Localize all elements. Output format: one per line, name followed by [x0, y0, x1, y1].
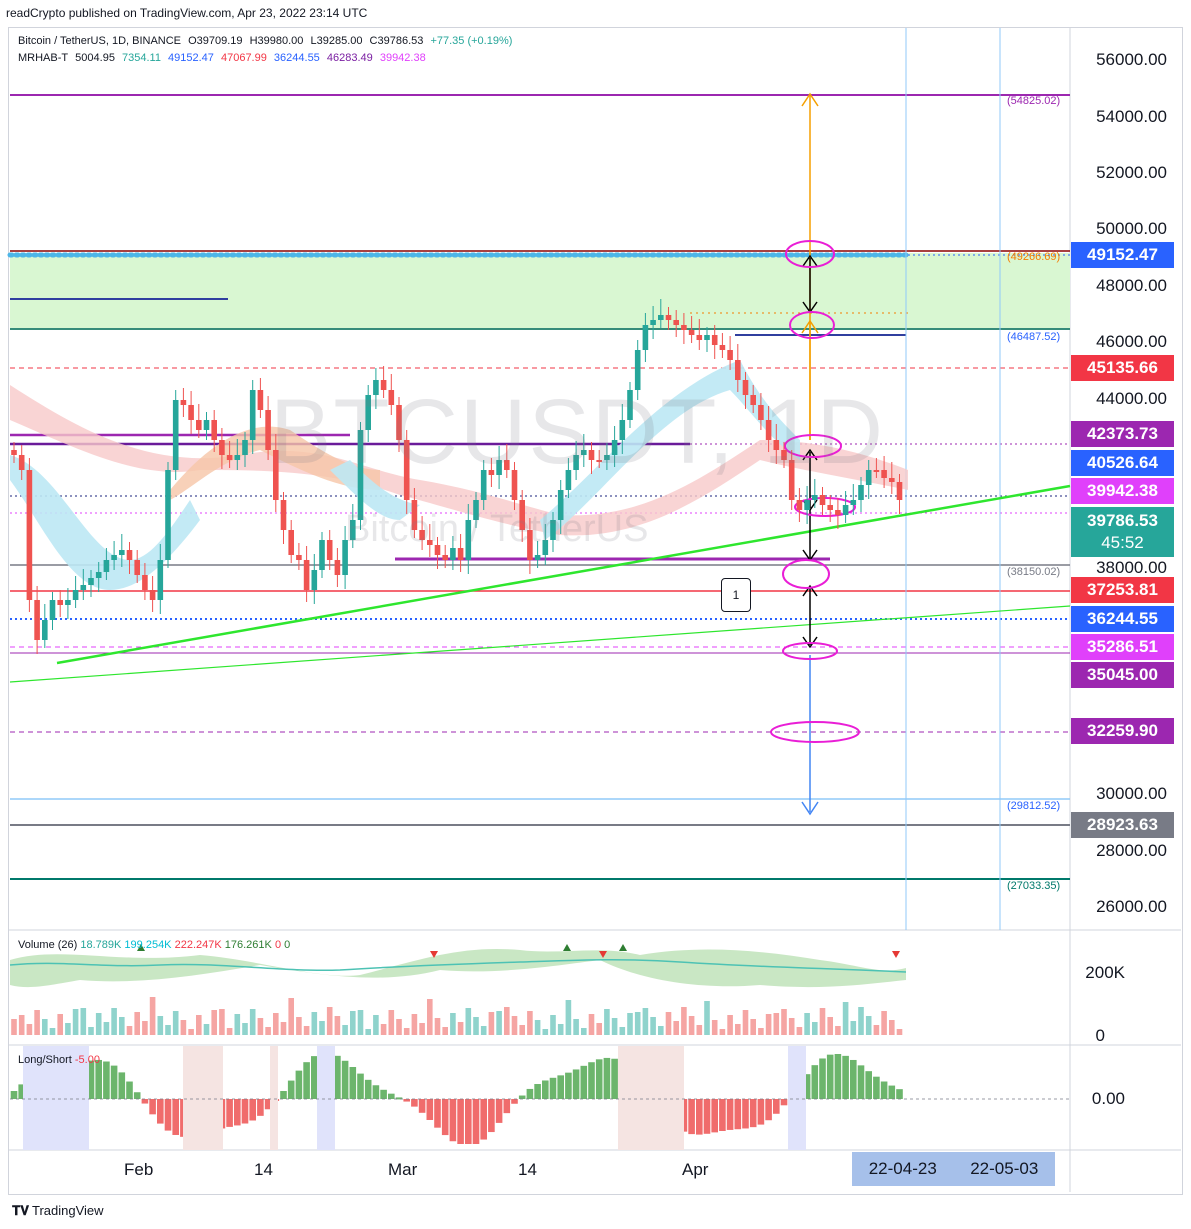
- level-label: (27033.35): [1007, 880, 1061, 892]
- ohlc-low: L39285.00: [310, 35, 363, 47]
- brand-name: TradingView: [32, 1203, 104, 1218]
- support-zone: [10, 253, 1070, 330]
- price-tag: 49152.47: [1071, 242, 1174, 268]
- volume-name[interactable]: Volume (26): [18, 939, 78, 951]
- watermark-ticker: BTCUSDT, 1D: [270, 381, 885, 483]
- indicator-value: 7354.11: [122, 52, 161, 64]
- price-tag: 39942.38: [1071, 478, 1174, 504]
- tradingview-logo-icon: 𝐓𝐕: [12, 1203, 29, 1218]
- volume-axis-label: 0: [1095, 1026, 1105, 1045]
- time-axis-label: 14: [518, 1160, 537, 1179]
- level-label: (38150.02): [1007, 566, 1061, 578]
- price-axis-label: 26000.00: [1096, 897, 1167, 916]
- level-label: (29812.52): [1007, 800, 1061, 812]
- price-tag: 37253.81: [1071, 577, 1174, 603]
- time-axis-label: Apr: [682, 1160, 709, 1179]
- price-tag: 45135.66: [1071, 355, 1174, 381]
- indicator-value: 36244.55: [273, 52, 320, 64]
- ohlc-high: H39980.00: [249, 35, 304, 47]
- volume-value: 222.247K: [174, 939, 222, 951]
- annotation-callout[interactable]: 1: [721, 578, 751, 612]
- indicator-value: 46283.49: [326, 52, 373, 64]
- price-tag: 32259.90: [1071, 718, 1174, 744]
- price-axis-label: 44000.00: [1096, 389, 1167, 408]
- last-price: 39786.53: [1087, 511, 1158, 530]
- symbol-legend[interactable]: Bitcoin / TetherUS, 1D, BINANCE O39709.1…: [18, 35, 516, 47]
- date-label: 22-04-23: [868, 1159, 937, 1178]
- publish-header: readCrypto published on TradingView.com,…: [6, 6, 368, 20]
- price-tag: 35286.51: [1071, 634, 1174, 660]
- indicator-value: 5004.95: [75, 52, 115, 64]
- date-range-highlight: 22-04-23 22-05-03: [852, 1152, 1055, 1186]
- volume-value: 0: [274, 939, 282, 951]
- symbol-name[interactable]: Bitcoin / TetherUS, 1D, BINANCE: [18, 35, 182, 47]
- longshort-legend[interactable]: Long/Short -5.00: [18, 1054, 100, 1066]
- longshort-axis-label: 0.00: [1091, 1089, 1125, 1108]
- candlestick-series: [11, 299, 903, 654]
- indicator-name[interactable]: MRHAB-T: [18, 52, 69, 64]
- date-label: 22-05-03: [970, 1159, 1039, 1178]
- ohlc-close: C39786.53: [369, 35, 424, 47]
- time-axis-label: Feb: [124, 1160, 154, 1179]
- price-axis-label: 28000.00: [1096, 841, 1167, 860]
- longshort-value: -5.00: [74, 1054, 100, 1066]
- level-label: (54825.02): [1007, 95, 1061, 107]
- indicator-value: 39942.38: [379, 52, 426, 64]
- price-axis-label: 46000.00: [1096, 332, 1167, 351]
- indicator-value: 49152.47: [168, 52, 214, 64]
- time-axis-label: Mar: [388, 1160, 418, 1179]
- volume-value: 176.261K: [224, 939, 272, 951]
- price-axis-label: 52000.00: [1096, 163, 1167, 182]
- chart-frame: [8, 27, 1183, 1195]
- indicator-legend[interactable]: MRHAB-T 5004.95 7354.11 49152.47 47067.9…: [18, 52, 430, 64]
- tradingview-logo[interactable]: 𝐓𝐕 TradingView: [12, 1203, 104, 1219]
- price-axis-label: 48000.00: [1096, 276, 1167, 295]
- price-tag: 28923.63: [1071, 812, 1174, 838]
- level-label: (46487.52): [1007, 331, 1061, 343]
- price-tag: 40526.64: [1071, 450, 1174, 476]
- ohlc-open: O39709.19: [188, 35, 243, 47]
- price-axis-label: 38000.00: [1096, 558, 1167, 577]
- last-price-tag: 39786.53 45:52: [1071, 507, 1174, 557]
- bar-countdown: 45:52: [1101, 533, 1144, 552]
- price-axis-label: 56000.00: [1096, 50, 1167, 69]
- watermark-name: Bitcoin / TetherUS: [345, 508, 649, 550]
- longshort-name[interactable]: Long/Short: [18, 1054, 72, 1066]
- price-tag: 35045.00: [1071, 662, 1174, 688]
- indicator-value: 47067.99: [220, 52, 267, 64]
- price-axis-label: 54000.00: [1096, 107, 1167, 126]
- volume-legend[interactable]: Volume (26) 18.789K 199.254K 222.247K 17…: [18, 939, 290, 951]
- volume-value: 18.789K: [80, 939, 122, 951]
- price-axis-label: 30000.00: [1096, 784, 1167, 803]
- price-change: +77.35 (+0.19%): [430, 35, 513, 47]
- price-tag: 36244.55: [1071, 606, 1174, 632]
- level-label: (49266.69): [1007, 251, 1061, 263]
- time-axis-label: 14: [254, 1160, 273, 1179]
- volume-value: 0: [284, 939, 291, 951]
- volume-value: 199.254K: [124, 939, 172, 951]
- volume-bars: [11, 997, 903, 1035]
- price-axis-label: 50000.00: [1096, 219, 1167, 238]
- price-tag: 42373.73: [1071, 421, 1174, 447]
- volume-axis-label: 200K: [1085, 963, 1125, 982]
